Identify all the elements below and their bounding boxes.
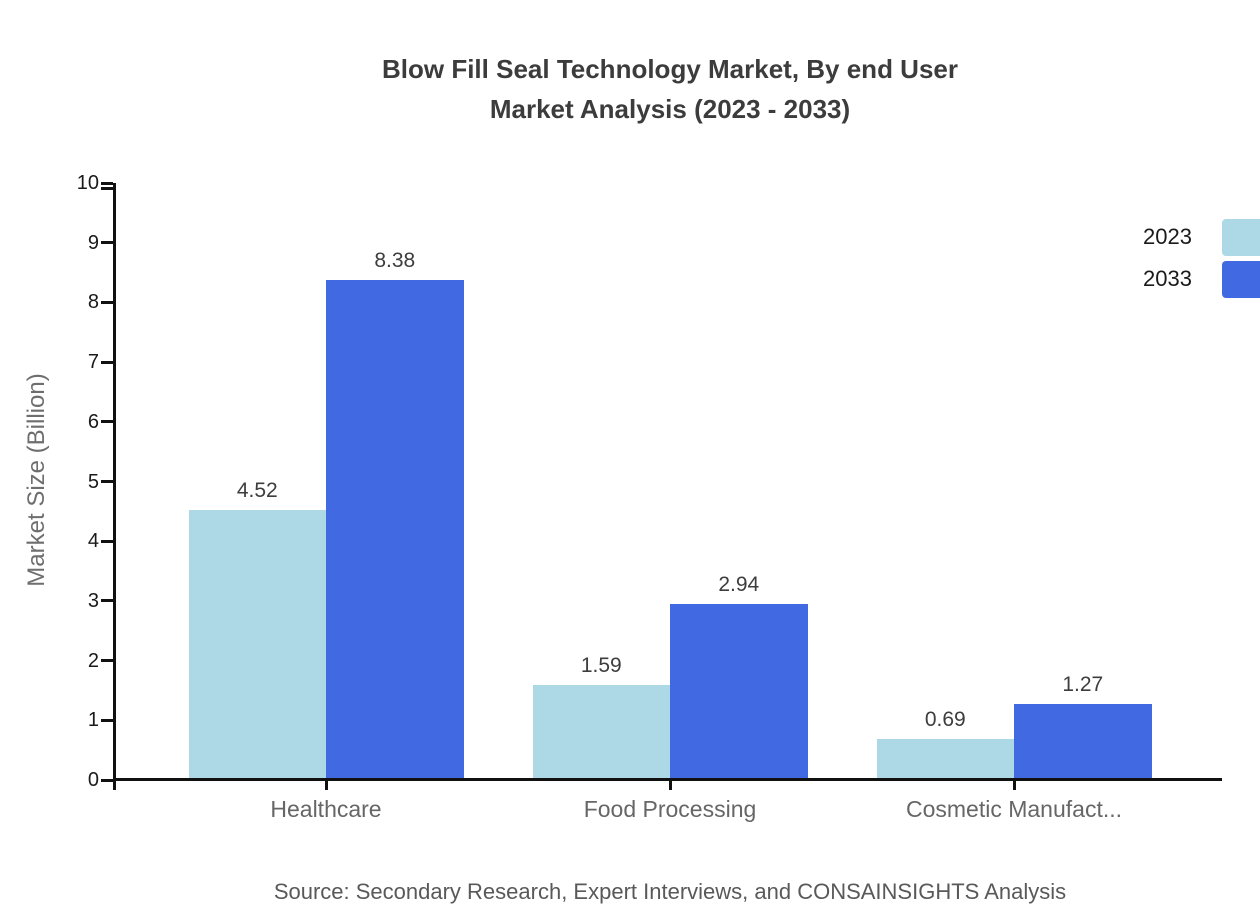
bar-2033-2 bbox=[670, 604, 808, 780]
x-axis-line bbox=[113, 778, 1222, 781]
y-tick bbox=[101, 241, 113, 245]
bar-2033-1 bbox=[326, 279, 464, 780]
chart-title-line2: Market Analysis (2023 - 2033) bbox=[489, 94, 851, 124]
y-tick-label: 2 bbox=[87, 649, 99, 672]
bar-value-label: 0.69 bbox=[924, 707, 966, 731]
x-tick bbox=[324, 780, 328, 790]
axis-cap-tick bbox=[101, 187, 113, 190]
x-tick bbox=[1012, 780, 1016, 790]
x-category-label: Food Processing bbox=[583, 796, 757, 822]
x-category-label: Healthcare bbox=[270, 796, 382, 822]
chart-title-line1: Blow Fill Seal Technology Market, By end… bbox=[382, 54, 958, 84]
y-tick-label: 7 bbox=[87, 351, 99, 374]
y-tick bbox=[101, 480, 113, 483]
legend-swatch-2023 bbox=[1222, 219, 1260, 256]
y-tick bbox=[101, 718, 113, 722]
bar-value-label: 1.27 bbox=[1062, 673, 1104, 697]
y-tick bbox=[101, 300, 113, 304]
y-tick-label: 1 bbox=[87, 709, 99, 732]
y-tick bbox=[101, 778, 113, 782]
x-tick bbox=[668, 780, 672, 790]
y-tick-label: 3 bbox=[87, 589, 99, 612]
y-tick bbox=[101, 599, 113, 603]
y-tick bbox=[101, 420, 113, 424]
x-category-label: Cosmetic Manufact... bbox=[905, 796, 1123, 822]
bar-2023-1 bbox=[188, 510, 326, 780]
y-tick-label: 8 bbox=[87, 291, 99, 314]
legend-swatch-2033 bbox=[1222, 261, 1260, 298]
bar-2023-2 bbox=[532, 685, 670, 780]
bar-value-label: 8.38 bbox=[374, 248, 416, 272]
y-tick-label: 10 bbox=[76, 172, 99, 194]
bar-value-label: 4.52 bbox=[236, 479, 278, 503]
y-tick-label: 9 bbox=[87, 231, 99, 254]
legend-label-2033: 2033 bbox=[1143, 266, 1192, 291]
y-tick bbox=[101, 539, 113, 543]
y-axis-line bbox=[113, 183, 116, 790]
y-tick bbox=[101, 181, 113, 185]
source-note: Source: Secondary Research, Expert Inter… bbox=[273, 879, 1067, 904]
legend-label-2023: 2023 bbox=[1143, 224, 1192, 249]
y-tick-label: 5 bbox=[87, 470, 99, 493]
bar-2023-3 bbox=[876, 738, 1014, 780]
y-tick-label: 0 bbox=[87, 769, 99, 791]
bar-2033-3 bbox=[1014, 704, 1152, 780]
y-tick-label: 4 bbox=[87, 530, 99, 553]
y-tick bbox=[101, 659, 113, 663]
chart-title: Blow Fill Seal Technology Market, By end… bbox=[80, 49, 1260, 129]
y-tick bbox=[101, 360, 113, 364]
bar-value-label: 2.94 bbox=[718, 573, 760, 597]
bar-value-label: 1.59 bbox=[580, 654, 622, 678]
y-tick-label: 6 bbox=[87, 410, 99, 433]
